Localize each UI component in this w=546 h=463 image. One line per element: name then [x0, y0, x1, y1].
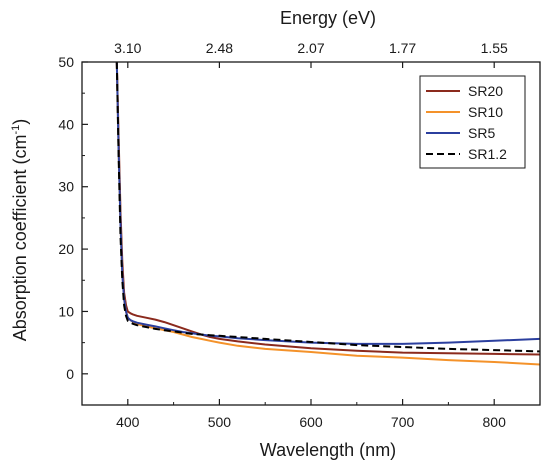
y-tick-label: 30 — [58, 179, 74, 195]
x-axis-title: Wavelength (nm) — [260, 440, 396, 460]
x-tick-label: 800 — [483, 414, 507, 430]
y-axis-title-sup: -1 — [10, 125, 22, 135]
y-tick-label: 20 — [58, 241, 74, 257]
x-tick-label: 400 — [116, 414, 140, 430]
y-tick-label: 0 — [66, 366, 74, 382]
legend-label-sr20: SR20 — [468, 83, 503, 99]
ticks-layer: 400 500 600 700 800 0 10 20 30 40 50 3.10 2.48 2.07 1.… — [58, 40, 541, 430]
y-tick-label: 40 — [58, 116, 74, 132]
y-tick-label: 10 — [58, 303, 74, 319]
top-tick-label: 3.10 — [114, 40, 141, 56]
series-line-sr1-2 — [115, 62, 540, 353]
y-axis-title-close: ) — [10, 119, 30, 125]
top-tick-label: 2.07 — [297, 40, 324, 56]
x-tick-label: 700 — [391, 414, 415, 430]
y-tick-label: 50 — [58, 54, 74, 70]
legend: SR20 SR10 SR5 SR1.2 — [419, 75, 526, 169]
top-tick-label: 1.55 — [481, 40, 508, 56]
y-axis-title-main: Absorption coefficient (cm — [10, 135, 30, 342]
legend-label-sr1-2: SR1.2 — [468, 146, 507, 162]
legend-label-sr10: SR10 — [468, 104, 503, 120]
series-layer — [115, 62, 540, 366]
x-tick-label: 500 — [208, 414, 232, 430]
top-tick-label: 1.77 — [389, 40, 416, 56]
x-tick-label: 600 — [299, 414, 323, 430]
y-axis-title: Absorption coefficient (cm-1) — [10, 119, 30, 342]
top-axis-title: Energy (eV) — [280, 8, 376, 28]
legend-label-sr5: SR5 — [468, 125, 495, 141]
top-tick-label: 2.48 — [206, 40, 233, 56]
